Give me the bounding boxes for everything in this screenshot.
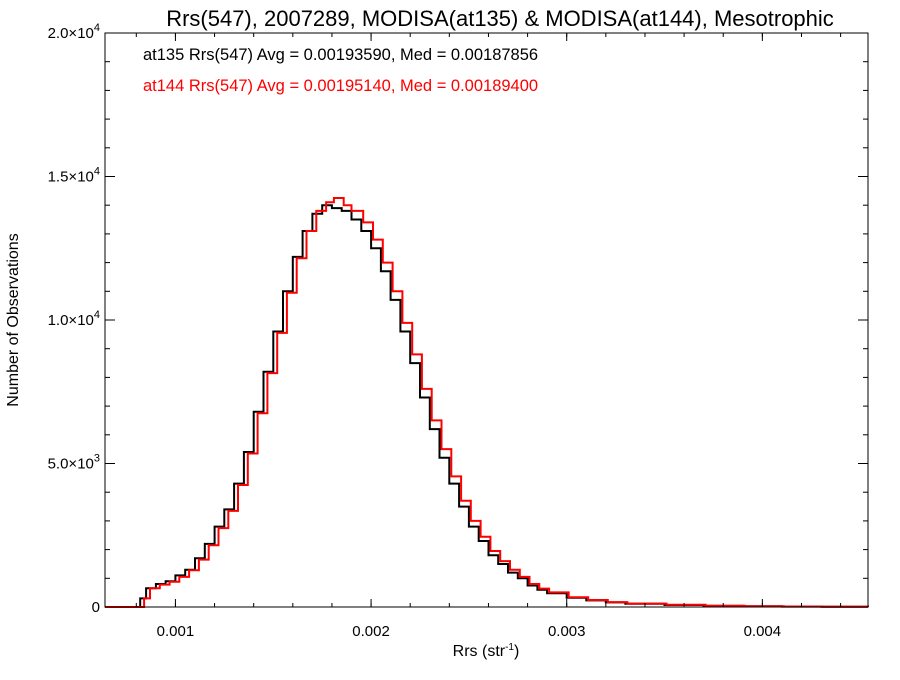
chart-title: Rrs(547), 2007289, MODISA(at135) & MODIS… — [166, 6, 834, 31]
y-tick-label: 0 — [92, 599, 100, 616]
y-tick-label: 2.0×104 — [48, 22, 100, 42]
x-axis-label: Rrs (str-1) — [453, 642, 520, 660]
series-layer — [105, 197, 869, 608]
plot-frame — [104, 32, 869, 608]
x-tick-label: 0.004 — [744, 623, 782, 640]
x-tick-label: 0.002 — [352, 623, 390, 640]
series-line-1 — [105, 197, 869, 608]
annotation-at135: at135 Rrs(547) Avg = 0.00193590, Med = 0… — [143, 46, 538, 64]
x-tick-label: 0.001 — [157, 623, 195, 640]
annotation-at144: at144 Rrs(547) Avg = 0.00195140, Med = 0… — [143, 77, 538, 95]
y-tick-label: 1.5×104 — [48, 166, 100, 186]
stats-annotations: at135 Rrs(547) Avg = 0.00193590, Med = 0… — [143, 46, 538, 95]
x-axis-ticks: 0.001 0.002 0.003 0.004 — [135, 33, 842, 640]
x-tick-label: 0.003 — [548, 623, 586, 640]
y-tick-label: 1.0×104 — [48, 309, 100, 329]
y-axis-label: Number of Observations — [5, 233, 22, 406]
y-axis-ticks: 0 5.0×103 1.0×104 1.5×104 2.0×104 — [48, 22, 868, 616]
y-tick-label: 5.0×103 — [48, 453, 100, 473]
series-line-0 — [105, 204, 869, 608]
